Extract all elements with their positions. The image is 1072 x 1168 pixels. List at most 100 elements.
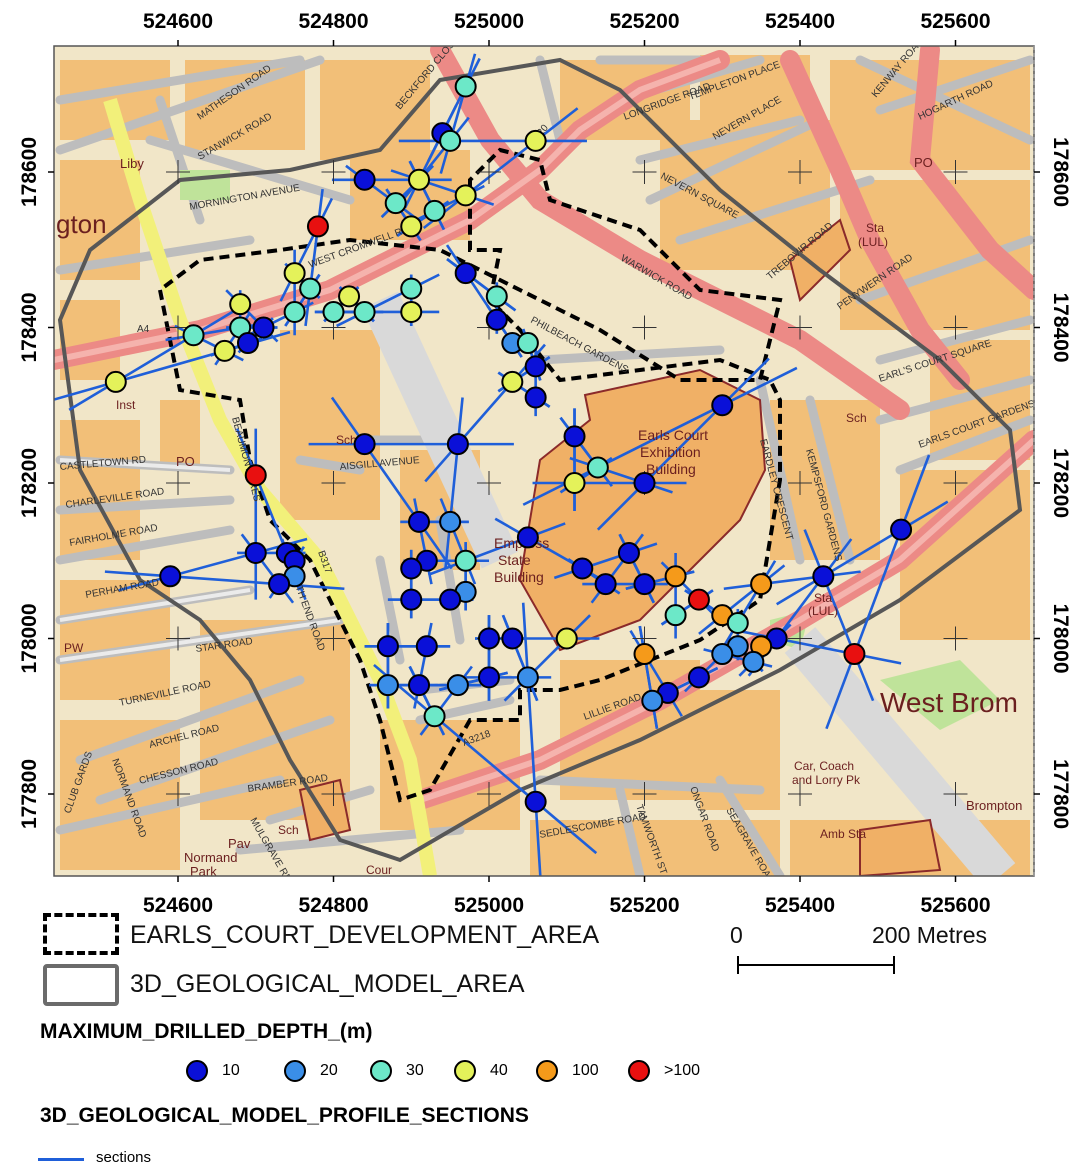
borehole-point xyxy=(338,285,361,308)
x-tick-label-top: 525200 xyxy=(609,10,679,33)
x-tick-label-bottom: 525200 xyxy=(609,894,679,917)
borehole-point xyxy=(563,472,586,494)
borehole-point xyxy=(524,129,547,152)
grid-cross xyxy=(166,160,190,184)
label-earls-court-1: Earls Court xyxy=(638,427,708,443)
borehole-point xyxy=(516,526,539,549)
minor-roads xyxy=(55,55,1034,876)
grid-cross xyxy=(166,782,190,806)
borehole-point xyxy=(485,308,508,331)
borehole-point xyxy=(408,510,431,533)
section-line xyxy=(698,564,786,635)
label-sch-b: Sch xyxy=(846,411,867,425)
label-car-park-2: and Lorry Pk xyxy=(792,773,861,787)
x-tick-label-bottom: 525600 xyxy=(920,894,990,917)
grid-cross xyxy=(477,160,501,184)
borehole-point xyxy=(812,565,835,588)
borehole-point xyxy=(641,689,664,712)
label-sta-a-1: Sta xyxy=(866,221,884,235)
x-tick-label-bottom: 525400 xyxy=(765,894,835,917)
x-tick-label-top: 525000 xyxy=(454,10,524,33)
section-line xyxy=(373,663,598,855)
borehole-point xyxy=(400,588,423,611)
borehole-point xyxy=(229,293,252,316)
borehole-point xyxy=(516,666,539,689)
section-line xyxy=(390,169,495,206)
borehole-point xyxy=(454,262,477,285)
borehole-point xyxy=(446,674,469,697)
grid-cross xyxy=(477,471,501,495)
y-tick-label-left: 178000 xyxy=(18,603,41,673)
north-end-road xyxy=(103,97,437,876)
label-car-park-1: Car, Coach xyxy=(794,759,854,773)
borehole-point xyxy=(617,541,640,564)
grid-cross xyxy=(788,315,812,340)
section-line xyxy=(521,602,542,876)
section-line xyxy=(503,614,591,702)
borehole-point xyxy=(268,573,291,596)
borehole-point xyxy=(384,192,407,215)
borehole-point xyxy=(376,674,399,697)
section-line xyxy=(336,273,440,328)
borehole-point xyxy=(439,129,462,152)
borehole-point xyxy=(236,332,259,355)
label-po-a: PO xyxy=(176,454,195,469)
label-earls-court-2: Exhibition xyxy=(640,444,701,460)
grid-cross xyxy=(632,782,657,806)
grid-cross xyxy=(321,782,346,806)
grid-cross xyxy=(788,160,812,184)
grid-cross xyxy=(632,160,657,184)
section-line xyxy=(118,537,308,592)
grid-cross xyxy=(943,626,968,651)
section-line xyxy=(444,397,464,569)
x-tick-label-bottom: 525000 xyxy=(454,894,524,917)
borehole-point xyxy=(524,355,547,378)
label-empress-3: Building xyxy=(494,569,544,585)
borehole-point xyxy=(400,277,423,300)
place-labels: gton West Brom Brompton Empress State Bu… xyxy=(56,155,1022,879)
borehole-point xyxy=(742,650,765,673)
borehole-point xyxy=(571,557,594,580)
label-brompton: Brompton xyxy=(966,798,1022,813)
section-line xyxy=(803,529,875,702)
y-tick-label-right: 178000 xyxy=(1049,603,1072,673)
base-map: gton West Brom Brompton Empress State Bu… xyxy=(54,46,1034,879)
borehole-point xyxy=(586,456,609,479)
borehole-point xyxy=(283,262,306,285)
borehole-point xyxy=(244,464,267,487)
y-tick-label-left: 177800 xyxy=(18,759,41,829)
amb-station-building xyxy=(859,818,942,876)
x-tick-label-top: 524600 xyxy=(143,10,213,33)
label-sch-c: Sch xyxy=(278,823,299,837)
label-inst: Inst xyxy=(116,398,136,412)
borehole-point xyxy=(726,611,749,634)
borehole-point xyxy=(423,705,446,728)
borehole-point xyxy=(306,215,329,238)
section-line xyxy=(330,396,453,570)
borehole-point xyxy=(664,565,687,588)
borehole-point xyxy=(890,518,913,541)
label-empress-2: State xyxy=(498,552,531,568)
section-line xyxy=(304,188,324,327)
section-line xyxy=(68,306,241,412)
section-line xyxy=(104,570,345,591)
section-line xyxy=(279,197,334,302)
label-normand-3: Park xyxy=(190,864,217,879)
borehole-point xyxy=(400,215,423,238)
x-tick-label-top: 524800 xyxy=(298,10,368,33)
y-tick-label-right: 177800 xyxy=(1049,759,1072,829)
label-amb-sta: Amb Sta xyxy=(820,827,866,841)
grid-cross xyxy=(321,626,346,651)
section-line xyxy=(723,570,861,591)
grid-cross xyxy=(788,471,812,495)
y-tick-label-left: 178200 xyxy=(18,448,41,518)
grid-cross xyxy=(321,471,346,495)
x-tick-label-bottom: 524800 xyxy=(298,894,368,917)
borehole-point xyxy=(283,300,306,323)
grid-cross xyxy=(632,315,657,340)
grid-cross xyxy=(321,160,346,184)
borehole-point xyxy=(252,316,275,339)
grid-cross xyxy=(943,782,968,806)
section-line xyxy=(729,627,902,665)
